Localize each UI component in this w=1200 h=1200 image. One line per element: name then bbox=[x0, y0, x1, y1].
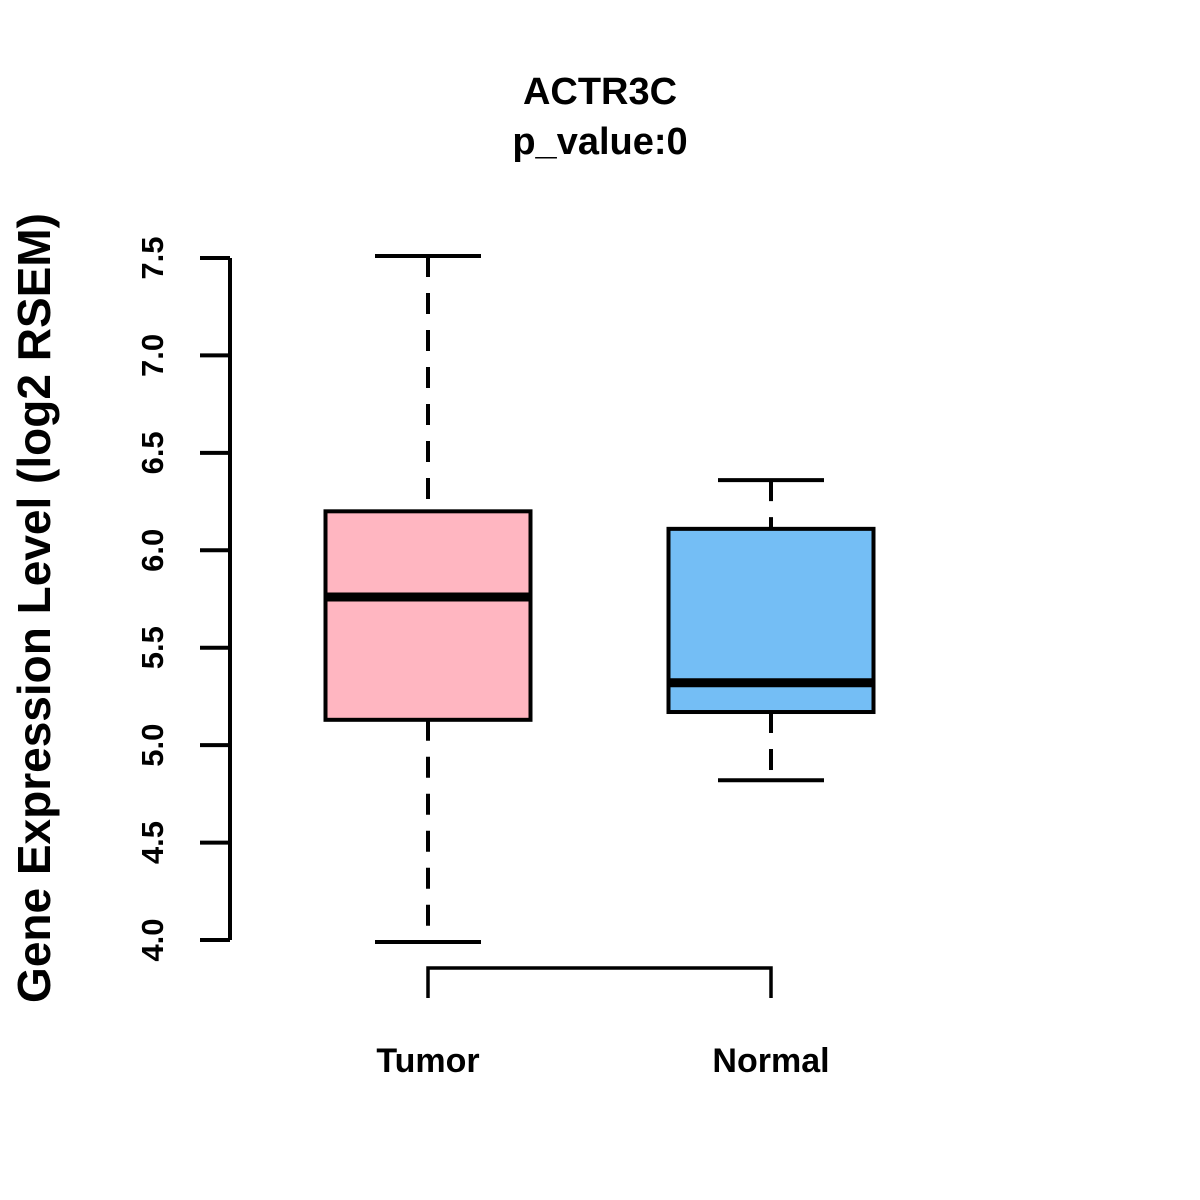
x-label-tumor: Tumor bbox=[376, 1042, 479, 1080]
box-tumor bbox=[323, 509, 533, 722]
y-axis-tick-label: 4.5 bbox=[135, 821, 170, 864]
y-axis-tick-label: 5.0 bbox=[135, 724, 170, 767]
y-axis-tick-label: 6.5 bbox=[135, 431, 170, 474]
y-axis-tick-label: 5.5 bbox=[135, 626, 170, 669]
x-label-normal: Normal bbox=[712, 1042, 829, 1080]
y-axis-tick-label: 4.0 bbox=[135, 918, 170, 961]
y-axis-tick-label: 7.5 bbox=[135, 236, 170, 279]
group-bracket bbox=[426, 966, 773, 998]
chart-title: ACTR3C bbox=[522, 71, 678, 113]
y-axis-tick-label: 6.0 bbox=[135, 529, 170, 572]
chart-subtitle: p_value:0 bbox=[512, 121, 688, 163]
y-axis-tick-label: 7.0 bbox=[135, 334, 170, 377]
